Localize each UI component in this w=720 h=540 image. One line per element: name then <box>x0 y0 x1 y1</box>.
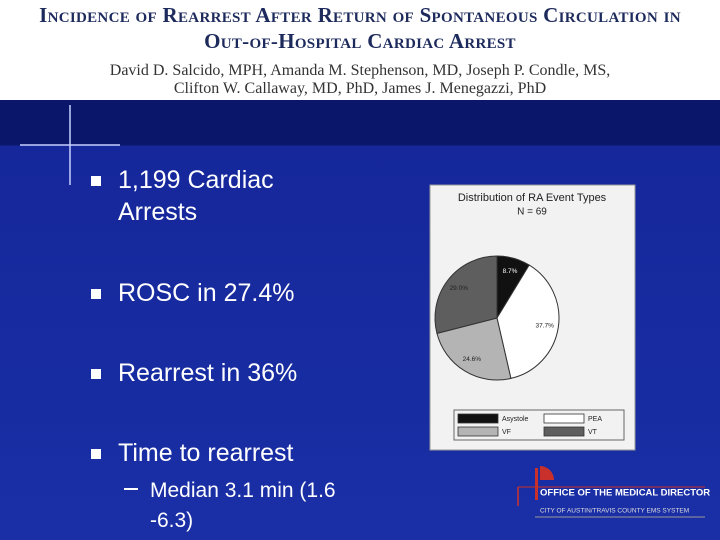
logo-text: Office of the Medical Director <box>540 488 710 499</box>
legend-swatch <box>543 413 585 424</box>
logo-mark <box>535 468 538 500</box>
legend-label: VF <box>502 429 511 436</box>
slice-label: 8.7% <box>503 268 518 275</box>
bullet: 1,199 Cardiac Arrests <box>118 166 274 226</box>
legend-swatch <box>457 413 499 424</box>
slice-label: 29.0% <box>450 285 469 292</box>
title: Out-of-Hospital Cardiac Arrest <box>204 29 516 53</box>
bullet: ROSC in 27.4% <box>118 279 295 307</box>
bullet-marker <box>91 176 101 186</box>
legend-frame <box>453 409 625 441</box>
bullet-marker <box>91 449 101 459</box>
slice-label: 37.7% <box>536 322 555 329</box>
authors: David D. Salcido, MPH, Amanda M. Stephen… <box>109 62 611 79</box>
logo-mark <box>540 466 554 480</box>
slice-label: 24.6% <box>463 356 482 363</box>
legend-label: PEA <box>588 416 602 423</box>
legend-label: VT <box>588 429 598 436</box>
bullet-marker <box>91 369 101 379</box>
legend-swatch <box>543 426 585 437</box>
chart-subtitle: N = 69 <box>517 207 547 218</box>
pie-slice <box>496 264 560 380</box>
bullet: Time to rearrest <box>118 439 294 467</box>
header: Incidence of Rearrest After Return of Sp… <box>0 0 720 100</box>
legend-swatch <box>457 426 499 437</box>
dash <box>124 488 138 490</box>
legend-label: Asystole <box>502 416 529 423</box>
pie-slice <box>434 255 498 335</box>
pie-slice <box>436 317 512 381</box>
logo-text: City of Austin/Travis County EMS System <box>540 508 689 515</box>
bullet: Rearrest in 36% <box>118 359 298 387</box>
authors: Clifton W. Callaway, MD, PhD, James J. M… <box>173 80 547 97</box>
chart-title: Distribution of RA Event Types <box>458 192 607 204</box>
title: Incidence of Rearrest After Return of Sp… <box>39 3 681 27</box>
sub-bullet: Median 3.1 min (1.6 -6.3) <box>150 479 336 532</box>
bullet-marker <box>91 289 101 299</box>
